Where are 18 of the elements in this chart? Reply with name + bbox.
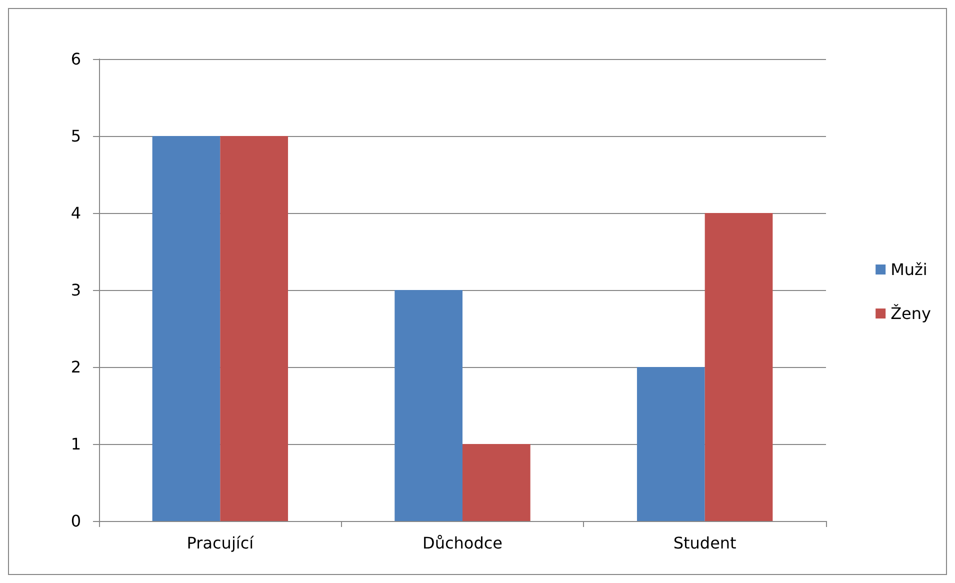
legend-label: Ženy [890,304,932,323]
bar [220,136,288,521]
y-tick-label: 4 [70,204,81,222]
y-tick-label: 5 [70,126,81,146]
bar [152,136,220,521]
bar [462,444,530,521]
y-tick-label: 1 [70,434,81,454]
y-tick-label: 2 [70,358,81,376]
legend-label: Muži [890,260,928,279]
x-tick-label: Pracující [186,534,254,552]
bar [394,290,462,521]
x-tick-label: Důchodce [422,534,502,552]
x-tick-label: Student [673,534,736,552]
y-tick-label: 0 [70,512,81,530]
y-tick-label: 6 [70,50,81,68]
y-tick-label: 3 [70,280,81,300]
bar [636,367,705,521]
bar [704,213,773,521]
